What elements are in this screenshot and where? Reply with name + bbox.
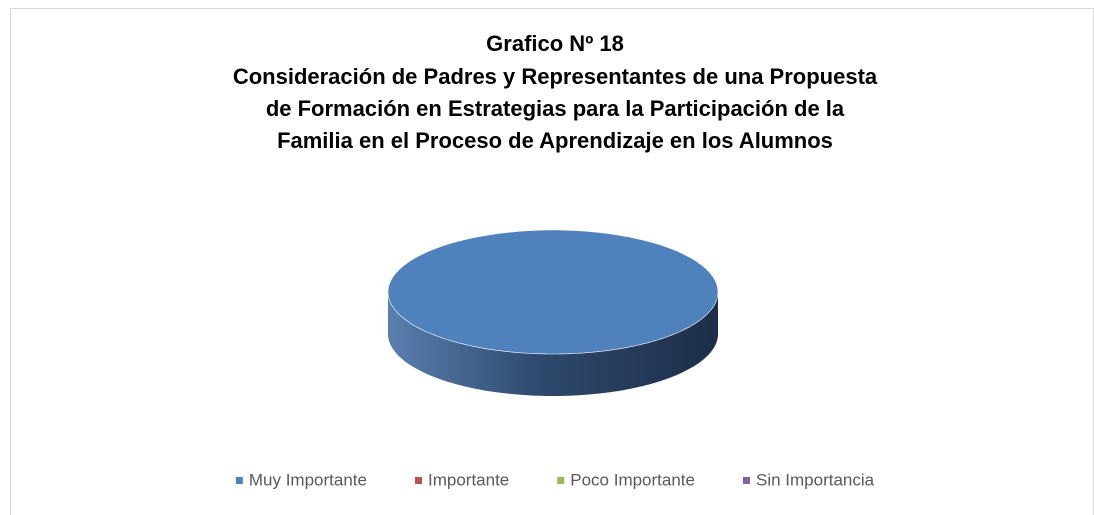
legend-marker (414, 477, 422, 484)
legend-label: Poco Importante (570, 470, 695, 489)
chart-title: de Formación en Estrategias para la Part… (266, 96, 845, 121)
chart-title: Grafico Nº 18 (486, 31, 624, 56)
chart-title: Familia en el Proceso de Aprendizaje en … (277, 128, 833, 153)
legend-marker (557, 477, 565, 484)
legend-label: Importante (428, 470, 509, 489)
legend-marker (235, 477, 243, 484)
chart-title: Consideración de Padres y Representantes… (233, 64, 878, 89)
legend-label: Sin Importancia (756, 470, 875, 489)
pie-slice-side (388, 292, 718, 396)
legend-label: Muy Importante (249, 470, 367, 489)
pie-slice (387, 229, 719, 355)
legend-marker (743, 477, 750, 484)
